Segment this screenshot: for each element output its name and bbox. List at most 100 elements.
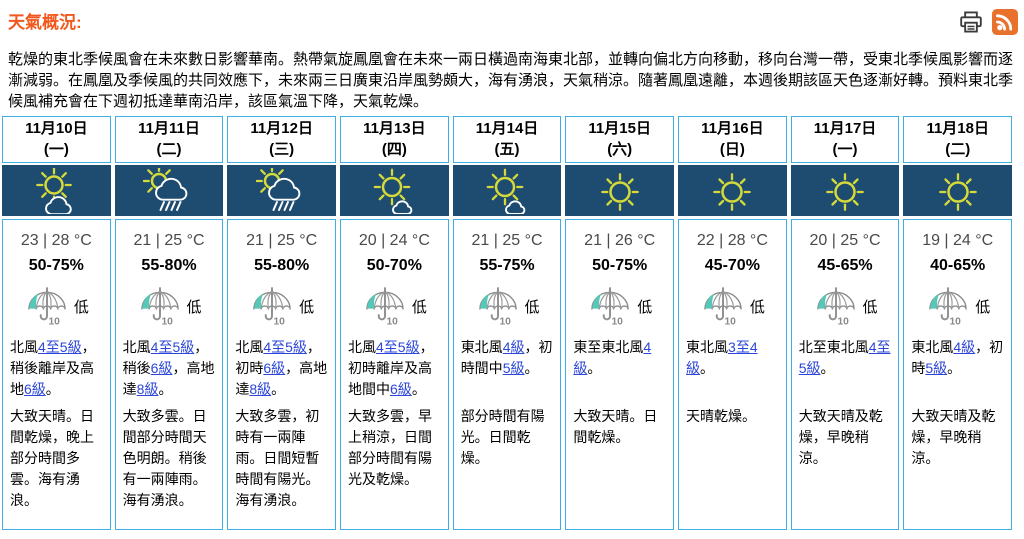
forecast-day-column: 11月14日 (五) 21 | 25 °C 55-75% 10 低東北風4級，初時間中…: [452, 116, 562, 530]
forecast-days: 11月10日 (一) 23 | 28 °C 50-75% 10 低北風4至5級，稍後離…: [2, 116, 1013, 530]
forecast-day-column: 11月11日 (二) 21 | 25 °C 55-80% 10 低北風4至5級，稍後6…: [114, 116, 224, 530]
svg-text:10: 10: [612, 316, 624, 326]
weather-icon-cell: [565, 165, 675, 216]
humidity-range: 40-65%: [930, 257, 986, 274]
forecast-detail-cell: 21 | 25 °C 55-75% 10 低東北風4級，初時間中5級。 部分時間有陽…: [452, 219, 562, 530]
wind-speed-link[interactable]: 6級: [24, 381, 46, 397]
sun-shower-icon: [143, 167, 188, 211]
forecast-date: 11月13日: [363, 120, 426, 138]
svg-text:10: 10: [950, 316, 962, 326]
page-header: 天氣概況:: [0, 0, 1024, 36]
wind-speed-link[interactable]: 8級: [136, 381, 159, 397]
psr-level-label: 低: [299, 298, 315, 316]
wind-speed-link[interactable]: 4級: [502, 339, 525, 355]
forecast-date-cell: 11月17日 (一): [790, 116, 900, 163]
wind-text: 。: [587, 360, 602, 376]
rss-icon[interactable]: [992, 9, 1018, 35]
forecast-day-column: 11月10日 (一) 23 | 28 °C 50-75% 10 低北風4至5級，稍後離…: [2, 116, 111, 530]
psr-umbrella-icon: 10: [366, 286, 404, 327]
svg-text:10: 10: [837, 316, 849, 326]
forecast-date-cell: 11月12日 (三): [227, 116, 337, 163]
rain-probability: 10 低: [573, 285, 666, 327]
forecast-weekday: (一): [832, 140, 858, 158]
humidity-range: 45-70%: [704, 257, 760, 274]
forecast-day-column: 11月12日 (三) 21 | 25 °C 55-80% 10 低北風4至5級，初時6…: [227, 116, 337, 530]
weather-icon-cell: [340, 165, 449, 216]
temperature-range: 22 | 28 °C: [696, 232, 768, 249]
humidity-range: 50-70%: [366, 257, 422, 274]
wind-text: ，高地達: [235, 360, 328, 397]
svg-text:10: 10: [48, 316, 60, 326]
psr-umbrella-icon: 10: [253, 286, 291, 327]
wind-text: 。: [947, 360, 962, 376]
wind-speed-link[interactable]: 4級: [573, 339, 652, 376]
psr-level-label: 低: [637, 298, 653, 316]
psr-umbrella-icon: 10: [28, 286, 66, 327]
wind-speed-link[interactable]: 8級: [249, 381, 272, 397]
psr-umbrella-icon: 10: [704, 286, 742, 327]
wind-speed-link[interactable]: 5級: [502, 360, 525, 376]
forecast-weekday: (五): [494, 140, 520, 158]
forecast-date-cell: 11月13日 (四): [340, 116, 449, 163]
wind-speed-link[interactable]: 6級: [263, 360, 286, 376]
wind-speed-link[interactable]: 4至5級: [150, 339, 195, 355]
forecast-detail-cell: 22 | 28 °C 45-70% 10 低東北風3至4級。 天晴乾燥。: [678, 219, 787, 530]
forecast-weekday: (一): [43, 140, 69, 158]
psr-level-label: 低: [749, 298, 765, 316]
wind-text: ，初時離岸及高地間中: [348, 339, 434, 397]
forecast-detail-cell: 20 | 25 °C 45-65% 10 低北至東北風4至5級。 大致天晴及乾燥，早…: [790, 219, 900, 530]
psr-level-label: 低: [186, 298, 202, 316]
forecast-date: 11月11日: [138, 120, 200, 138]
humidity-range: 50-75%: [28, 257, 84, 274]
weather-icon-cell: [114, 165, 224, 216]
printer-icon[interactable]: [957, 8, 985, 36]
humidity-range: 45-65%: [817, 257, 873, 274]
forecast-detail-cell: 23 | 28 °C 50-75% 10 低北風4至5級，稍後離岸及高地6級。 大致…: [2, 219, 111, 530]
wind-text: 。: [524, 360, 539, 376]
forecast-detail-cell: 19 | 24 °C 40-65% 10 低東北風4級，初時5級。 大致天晴及乾燥，…: [903, 219, 1013, 530]
wind-speed-link[interactable]: 5級: [925, 360, 948, 376]
forecast-weekday: (四): [381, 140, 407, 158]
sun-small-cloud-icon: [373, 168, 413, 214]
wind-speed-link[interactable]: 4級: [953, 339, 976, 355]
forecast-date: 11月17日: [813, 120, 877, 138]
temperature-range: 21 | 25 °C: [133, 232, 205, 249]
wind-text: 東北風: [460, 339, 503, 355]
forecast-date: 11月18日: [926, 120, 989, 138]
temperature-range: 23 | 28 °C: [20, 232, 92, 249]
forecast-date: 11月15日: [588, 120, 651, 138]
wind-forecast: 北風4至5級，稍後6級，高地達8級。: [123, 337, 216, 400]
wind-speed-link[interactable]: 3至4級: [686, 339, 758, 376]
wind-speed-link[interactable]: 4至5級: [376, 339, 420, 355]
sun-shower-icon: [255, 167, 301, 211]
rain-probability: 10 低: [911, 285, 1004, 327]
svg-text:10: 10: [724, 316, 736, 326]
wind-text: ，高地達: [122, 360, 215, 397]
weather-forecast: 大致天晴及乾燥，早晚稍涼。: [911, 408, 996, 466]
forecast-detail-cell: 20 | 24 °C 50-70% 10 低北風4至5級，初時離岸及高地間中6級。…: [340, 219, 449, 530]
wind-speed-link[interactable]: 6級: [390, 381, 412, 397]
forecast-date: 11月16日: [701, 120, 764, 138]
svg-text:10: 10: [161, 316, 173, 326]
forecast-weekday: (六): [607, 140, 633, 158]
psr-level-label: 低: [73, 298, 89, 316]
rain-probability: 10 低: [10, 285, 103, 327]
wind-speed-link[interactable]: 4至5級: [798, 339, 891, 376]
forecast-weekday: (日): [719, 140, 745, 158]
sun-cloud-icon: [36, 167, 73, 214]
wind-forecast: 東北風4級，初時間中5級。: [461, 337, 554, 400]
humidity-range: 50-75%: [592, 257, 648, 274]
forecast-day-column: 11月18日 (二) 19 | 24 °C 40-65% 10 低東北風4級，初時5級…: [903, 116, 1013, 530]
psr-level-label: 低: [862, 298, 878, 316]
wind-text: 北風: [10, 339, 38, 355]
forecast-detail-cell: 21 | 25 °C 55-80% 10 低北風4至5級，初時6級，高地達8級。大…: [227, 219, 337, 530]
wind-speed-link[interactable]: 4至5級: [38, 339, 82, 355]
wind-speed-link[interactable]: 4至5級: [263, 339, 307, 355]
wind-text: ，稍後: [122, 339, 209, 376]
weather-forecast: 大致多雲，初時有一兩陣雨。日間短暫時間有陽光。海有湧浪。: [235, 408, 320, 508]
weather-icon-cell: [678, 165, 787, 216]
weather-forecast: 部分時間有陽光。日間乾燥。: [460, 408, 545, 466]
humidity-range: 55-80%: [254, 257, 310, 274]
forecast-date: 11月12日: [250, 120, 313, 138]
wind-speed-link[interactable]: 6級: [150, 360, 173, 376]
